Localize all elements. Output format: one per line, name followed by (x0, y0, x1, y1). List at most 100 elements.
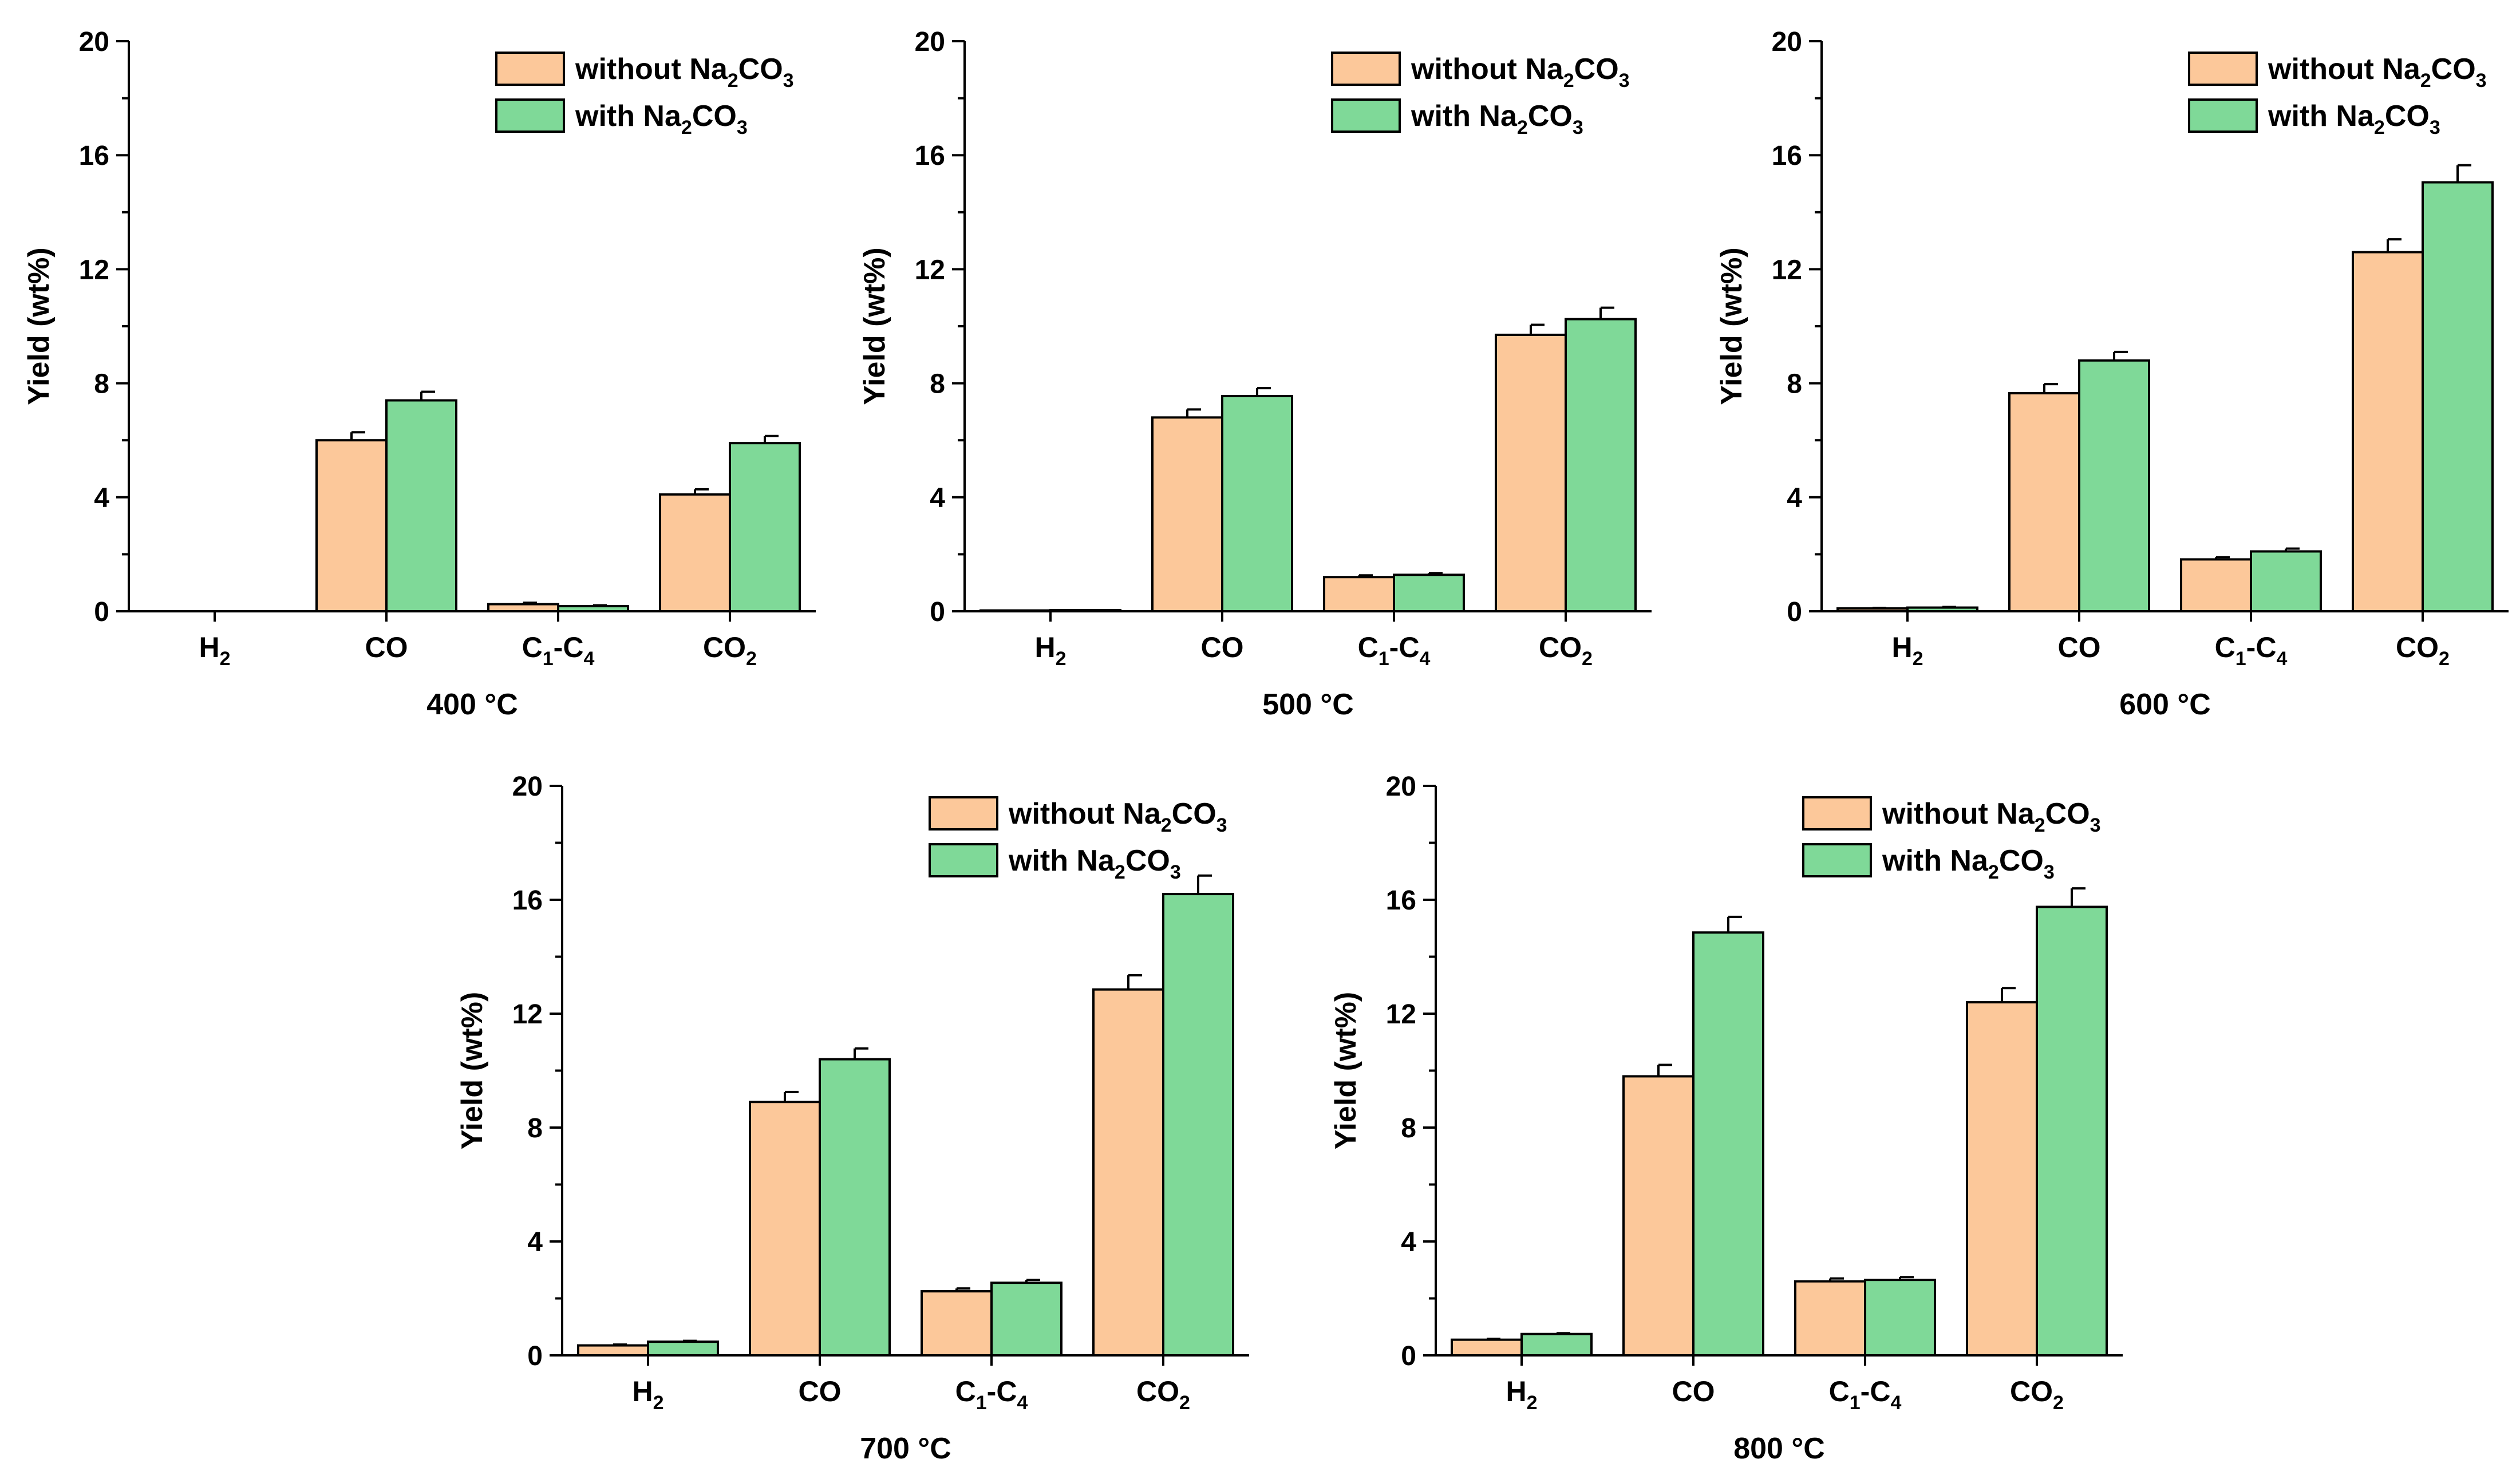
y-tick-label-3: 12 (79, 255, 109, 285)
bar-with-3 (2250, 550, 2322, 612)
category-label-4: CO2 (1136, 1375, 1190, 1414)
category-label-4: CO2 (1539, 631, 1593, 670)
bar-with-3 (1393, 574, 1465, 612)
y-tick-label-1: 4 (527, 1227, 543, 1257)
panel-temperature-label: 400 °C (426, 688, 518, 721)
bar-with-1 (647, 1340, 719, 1357)
bar-without-4 (1092, 988, 1164, 1357)
category-label-1: H2 (1891, 631, 1923, 670)
y-tick-label-1: 4 (930, 483, 945, 513)
bar-without-2 (749, 1101, 821, 1357)
bar-with-4 (2422, 181, 2494, 612)
panel-temperature-label: 600 °C (2119, 688, 2211, 721)
bar-without-4 (2352, 251, 2424, 612)
y-axis-title: Yield (wt%) (1329, 992, 1362, 1149)
legend-swatch-with (929, 843, 998, 877)
chart-panel-2: H2 CO C1-C4 CO2 0 4 8 12 16 20 Yield (wt%) 500 °C wi… (858, 27, 1652, 721)
y-tick-label-4: 16 (79, 141, 109, 171)
legend-label-without: without Na2CO3 (1411, 53, 1630, 92)
chart-panel-1: H2 CO C1-C4 CO2 0 4 8 12 16 20 Yield (wt%) 400 °C wi… (22, 27, 816, 721)
category-label-1: H2 (1506, 1375, 1537, 1414)
y-tick-label-2: 8 (527, 1113, 543, 1144)
y-tick-label-3: 12 (512, 999, 543, 1030)
y-tick-label-0: 0 (1787, 597, 1802, 627)
y-tick-label-3: 12 (1772, 255, 1802, 285)
category-label-4: CO2 (703, 631, 757, 670)
y-axis-title: Yield (wt%) (22, 247, 56, 405)
panel-temperature-label: 800 °C (1733, 1432, 1825, 1465)
y-tick-label-3: 12 (915, 255, 945, 285)
category-label-3: C1-C4 (522, 631, 595, 670)
legend-label-with: with Na2CO3 (2268, 100, 2440, 139)
bar-with-2 (2078, 359, 2150, 612)
y-tick-label-1: 4 (1787, 483, 1802, 513)
legend-swatch-with (2188, 98, 2258, 133)
y-axis-title: Yield (wt%) (858, 247, 891, 405)
legend-label-with: with Na2CO3 (1882, 844, 2055, 883)
y-tick-label-2: 8 (1401, 1113, 1416, 1144)
bar-with-1 (1520, 1332, 1593, 1357)
y-tick-label-5: 20 (1386, 772, 1416, 802)
legend-swatch-with (1802, 843, 1872, 877)
bar-with-2 (385, 399, 457, 612)
y-tick-label-2: 8 (94, 369, 109, 400)
bar-without-3 (1794, 1280, 1866, 1357)
y-tick-label-1: 4 (94, 483, 109, 513)
legend-swatch-with (495, 98, 565, 133)
category-label-3: C1-C4 (955, 1375, 1028, 1414)
category-label-1: H2 (1034, 631, 1066, 670)
legend-label-with: with Na2CO3 (1411, 100, 1583, 139)
y-tick-label-5: 20 (79, 27, 109, 57)
category-label-2: CO (1672, 1375, 1715, 1407)
category-label-3: C1-C4 (1358, 631, 1431, 670)
bar-with-2 (819, 1058, 891, 1357)
legend-swatch-without (929, 796, 998, 831)
bar-with-2 (1692, 931, 1764, 1357)
bar-without-4 (1966, 1001, 2038, 1357)
bar-without-2 (2008, 392, 2080, 613)
chart-panel-4: H2 CO C1-C4 CO2 0 4 8 12 16 20 Yield (wt%) 700 °C wi… (456, 772, 1249, 1465)
category-label-1: H2 (632, 1375, 663, 1414)
chart-panel-5: H2 CO C1-C4 CO2 0 4 8 12 16 20 Yield (wt%) 800 °C wi… (1329, 772, 2123, 1465)
category-label-1: H2 (199, 631, 230, 670)
bar-without-3 (1323, 576, 1395, 612)
category-label-2: CO (799, 1375, 842, 1407)
legend-swatch-with (1331, 98, 1401, 133)
category-label-2: CO (2058, 631, 2101, 663)
y-tick-label-4: 16 (512, 885, 543, 916)
y-tick-label-1: 4 (1401, 1227, 1416, 1257)
category-label-2: CO (1201, 631, 1244, 663)
legend-label-with: with Na2CO3 (575, 100, 748, 139)
legend-swatch-without (495, 52, 565, 86)
legend-label-with: with Na2CO3 (1008, 844, 1181, 883)
bar-with-4 (1565, 318, 1637, 612)
bar-without-2 (1151, 416, 1223, 612)
bar-with-4 (2036, 905, 2108, 1357)
y-tick-label-4: 16 (915, 141, 945, 171)
y-tick-label-2: 8 (1787, 369, 1802, 400)
bar-with-2 (1221, 395, 1293, 612)
y-tick-label-4: 16 (1772, 141, 1802, 171)
bar-without-2 (315, 439, 388, 612)
y-tick-label-4: 16 (1386, 885, 1416, 916)
bar-with-3 (990, 1282, 1062, 1357)
bar-without-3 (921, 1290, 993, 1357)
y-tick-label-5: 20 (915, 27, 945, 57)
category-label-4: CO2 (2396, 631, 2450, 670)
legend-label-without: without Na2CO3 (1882, 797, 2101, 836)
category-label-2: CO (365, 631, 408, 663)
legend-swatch-without (1331, 52, 1401, 86)
y-axis-title: Yield (wt%) (456, 992, 489, 1149)
bar-with-3 (1864, 1279, 1936, 1357)
bar-without-1 (577, 1344, 649, 1357)
bar-with-4 (729, 442, 801, 612)
legend-label-without: without Na2CO3 (575, 53, 794, 92)
y-tick-label-5: 20 (1772, 27, 1802, 57)
legend-label-without: without Na2CO3 (2268, 53, 2487, 92)
panel-temperature-label: 500 °C (1262, 688, 1354, 721)
y-tick-label-0: 0 (527, 1341, 543, 1371)
bar-without-4 (1495, 333, 1567, 612)
category-label-3: C1-C4 (2215, 631, 2288, 670)
y-tick-label-0: 0 (930, 597, 945, 627)
